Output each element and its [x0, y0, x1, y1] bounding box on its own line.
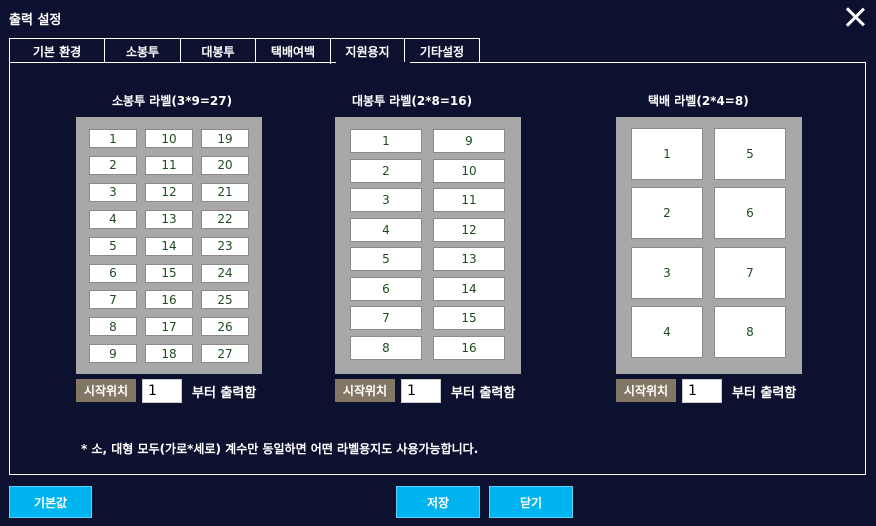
label-cell[interactable]: 11	[433, 188, 505, 212]
label-cell[interactable]: 7	[89, 290, 137, 310]
parcel-start-position-input[interactable]	[682, 379, 722, 403]
parcel-label-title: 택배 라벨(2*4=8)	[648, 94, 749, 108]
start-position-suffix: 부터 출력함	[732, 386, 797, 401]
label-cell[interactable]: 3	[350, 188, 422, 212]
label-cell[interactable]: 8	[714, 305, 786, 358]
label-cell[interactable]: 8	[89, 317, 137, 337]
tab-content-panel: 소봉투 라벨(3*9=27) 1 10 19 2 11 20 3 12 21 4 13 22 5 14 23…	[9, 62, 866, 475]
label-cell[interactable]: 17	[145, 317, 193, 337]
small-start-position-input[interactable]	[142, 379, 182, 403]
start-position-suffix: 부터 출력함	[192, 386, 257, 401]
label-cell[interactable]: 12	[145, 182, 193, 202]
small-label-title: 소봉투 라벨(3*9=27)	[112, 94, 233, 108]
label-cell[interactable]: 25	[201, 290, 249, 310]
window-title: 출력 설정	[9, 13, 62, 28]
label-cell[interactable]: 15	[433, 306, 505, 330]
label-cell[interactable]: 16	[145, 290, 193, 310]
label-cell[interactable]: 2	[631, 187, 703, 240]
label-cell[interactable]: 4	[350, 217, 422, 242]
label-cell[interactable]: 10	[433, 158, 505, 183]
label-cell[interactable]: 7	[350, 306, 422, 330]
label-cell[interactable]: 10	[145, 129, 193, 148]
large-start-position-input[interactable]	[401, 379, 441, 403]
label-cell[interactable]: 13	[433, 247, 505, 271]
label-cell[interactable]: 1	[631, 128, 703, 180]
save-button[interactable]: 저장	[396, 486, 480, 518]
tab-supported-paper[interactable]: 지원용지	[330, 38, 405, 64]
tab-other-settings[interactable]: 기타설정	[404, 38, 480, 63]
label-cell[interactable]: 6	[714, 187, 786, 240]
label-cell[interactable]: 15	[145, 263, 193, 283]
label-cell[interactable]: 16	[433, 335, 505, 360]
label-cell[interactable]: 5	[714, 128, 786, 180]
label-cell[interactable]: 2	[350, 158, 422, 183]
label-cell[interactable]: 4	[89, 209, 137, 229]
close-button[interactable]: 닫기	[489, 486, 573, 518]
label-cell[interactable]: 2	[89, 155, 137, 175]
label-cell[interactable]: 11	[145, 155, 193, 175]
label-cell[interactable]: 20	[201, 155, 249, 175]
label-cell[interactable]: 6	[350, 276, 422, 301]
tab-large-envelope[interactable]: 대봉투	[180, 38, 256, 63]
default-button[interactable]: 기본값	[9, 486, 92, 518]
tab-bar: 기본 환경 소봉투 대봉투 택배여백 지원용지 기타설정	[9, 38, 480, 64]
label-cell[interactable]: 7	[714, 246, 786, 299]
label-cell[interactable]: 12	[433, 217, 505, 242]
label-cell[interactable]: 22	[201, 209, 249, 229]
label-cell[interactable]: 3	[631, 246, 703, 299]
small-label-sheet: 1 10 19 2 11 20 3 12 21 4 13 22 5 14 23 6 15 24 7 16 25 8 17 26…	[76, 117, 262, 374]
tab-basic-env[interactable]: 기본 환경	[9, 38, 105, 63]
start-position-label: 시작위치	[616, 379, 676, 402]
tab-parcel-margin[interactable]: 택배여백	[255, 38, 331, 63]
large-label-title: 대봉투 라벨(2*8=16)	[352, 94, 473, 108]
label-cell[interactable]: 26	[201, 317, 249, 337]
label-cell[interactable]: 1	[89, 129, 137, 148]
label-cell[interactable]: 24	[201, 263, 249, 283]
label-cell[interactable]: 13	[145, 209, 193, 229]
label-cell[interactable]: 3	[89, 182, 137, 202]
label-cell[interactable]: 21	[201, 182, 249, 202]
large-label-sheet: 1 9 2 10 3 11 4 12 5 13 6 14 7 15 8 16	[335, 117, 521, 374]
start-position-suffix: 부터 출력함	[451, 386, 516, 401]
label-cell[interactable]: 8	[350, 335, 422, 360]
label-cell[interactable]: 5	[89, 236, 137, 256]
label-cell[interactable]: 9	[433, 129, 505, 153]
label-cell[interactable]: 19	[201, 129, 249, 148]
tab-small-envelope[interactable]: 소봉투	[104, 38, 181, 63]
start-position-label: 시작위치	[76, 379, 136, 402]
start-position-label: 시작위치	[335, 379, 395, 402]
label-cell[interactable]: 5	[350, 247, 422, 271]
label-cell[interactable]: 23	[201, 236, 249, 256]
footnote: * 소, 대형 모두(가로*세로) 계수만 동일하면 어떤 라벨용지도 사용가능…	[81, 442, 479, 456]
label-cell[interactable]: 27	[201, 344, 249, 364]
label-cell[interactable]: 4	[631, 305, 703, 358]
label-cell[interactable]: 9	[89, 344, 137, 364]
label-cell[interactable]: 14	[433, 276, 505, 301]
label-cell[interactable]: 14	[145, 236, 193, 256]
label-cell[interactable]: 1	[350, 129, 422, 153]
label-cell[interactable]: 18	[145, 344, 193, 364]
close-icon[interactable]	[844, 6, 866, 28]
label-cell[interactable]: 6	[89, 263, 137, 283]
